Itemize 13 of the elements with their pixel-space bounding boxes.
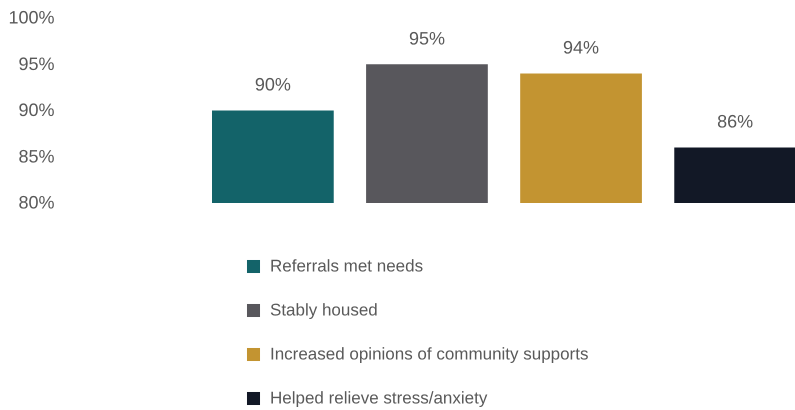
legend-label: Stably housed (270, 300, 378, 320)
data-label: 94% (563, 38, 600, 58)
legend-label: Referrals met needs (270, 256, 424, 276)
y-tick-label: 85% (18, 146, 54, 166)
y-tick-label: 90% (18, 100, 54, 120)
y-tick-label: 80% (18, 192, 54, 212)
data-label: 90% (254, 74, 291, 94)
data-label: 95% (408, 28, 445, 48)
legend-label: Increased opinions of community supports (270, 344, 588, 364)
data-label: 86% (717, 112, 754, 132)
y-tick-label: 95% (18, 54, 54, 74)
legend-label: Helped relieve stress/anxiety (270, 388, 488, 408)
y-tick-label: 100% (8, 8, 54, 28)
